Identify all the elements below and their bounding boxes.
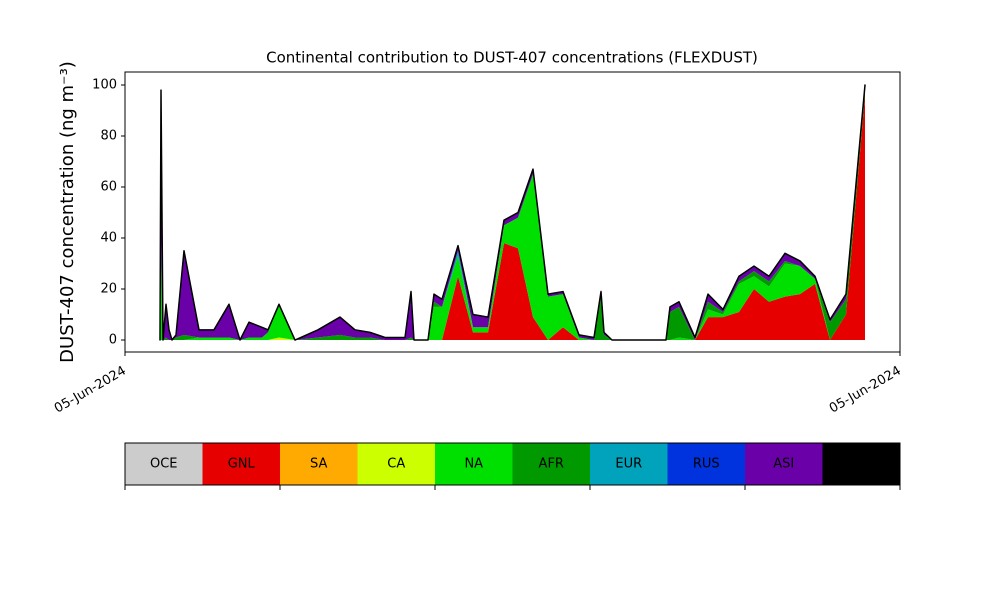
legend-label: ASI [773, 457, 794, 472]
x-tick-label: 05-Jun-2024 [827, 364, 904, 417]
legend-swatch [822, 443, 900, 485]
y-tick-label: 0 [109, 333, 117, 348]
legend-swatch [590, 443, 668, 485]
legend-label: RUS [693, 457, 720, 472]
legend-label: EUR [615, 457, 642, 472]
plot-frame [124, 71, 901, 353]
x-tick-label: 05-Jun-2024 [52, 364, 129, 417]
y-tick-label: 60 [100, 180, 117, 195]
y-tick-label: 40 [100, 231, 117, 246]
y-tick-label: 100 [92, 78, 117, 93]
legend-swatch [280, 443, 358, 485]
legend-swatch [357, 443, 435, 485]
legend-swatch [745, 443, 823, 485]
legend-swatch [667, 443, 745, 485]
legend-swatch [125, 443, 203, 485]
y-tick-label: 20 [100, 282, 117, 297]
area [159, 84, 866, 341]
area [160, 85, 865, 341]
legend-label: AFR [539, 457, 564, 472]
legend-swatch [202, 443, 280, 485]
area [160, 95, 865, 341]
legend-label: OCE [150, 457, 178, 472]
legend-label: SA [310, 457, 327, 472]
y-tick-label: 80 [100, 129, 117, 144]
legend-label: GNL [228, 457, 256, 472]
legend-swatch [435, 443, 513, 485]
legend-label: NA [464, 457, 483, 472]
chart-title: Continental contribution to DUST-407 con… [266, 49, 758, 67]
y-axis-label: DUST-407 concentration (ng m⁻³) [57, 61, 78, 363]
legend-label: AUS [848, 457, 875, 472]
legend-frame [124, 442, 901, 486]
legend-label: CA [387, 457, 405, 472]
legend-swatch [512, 443, 590, 485]
